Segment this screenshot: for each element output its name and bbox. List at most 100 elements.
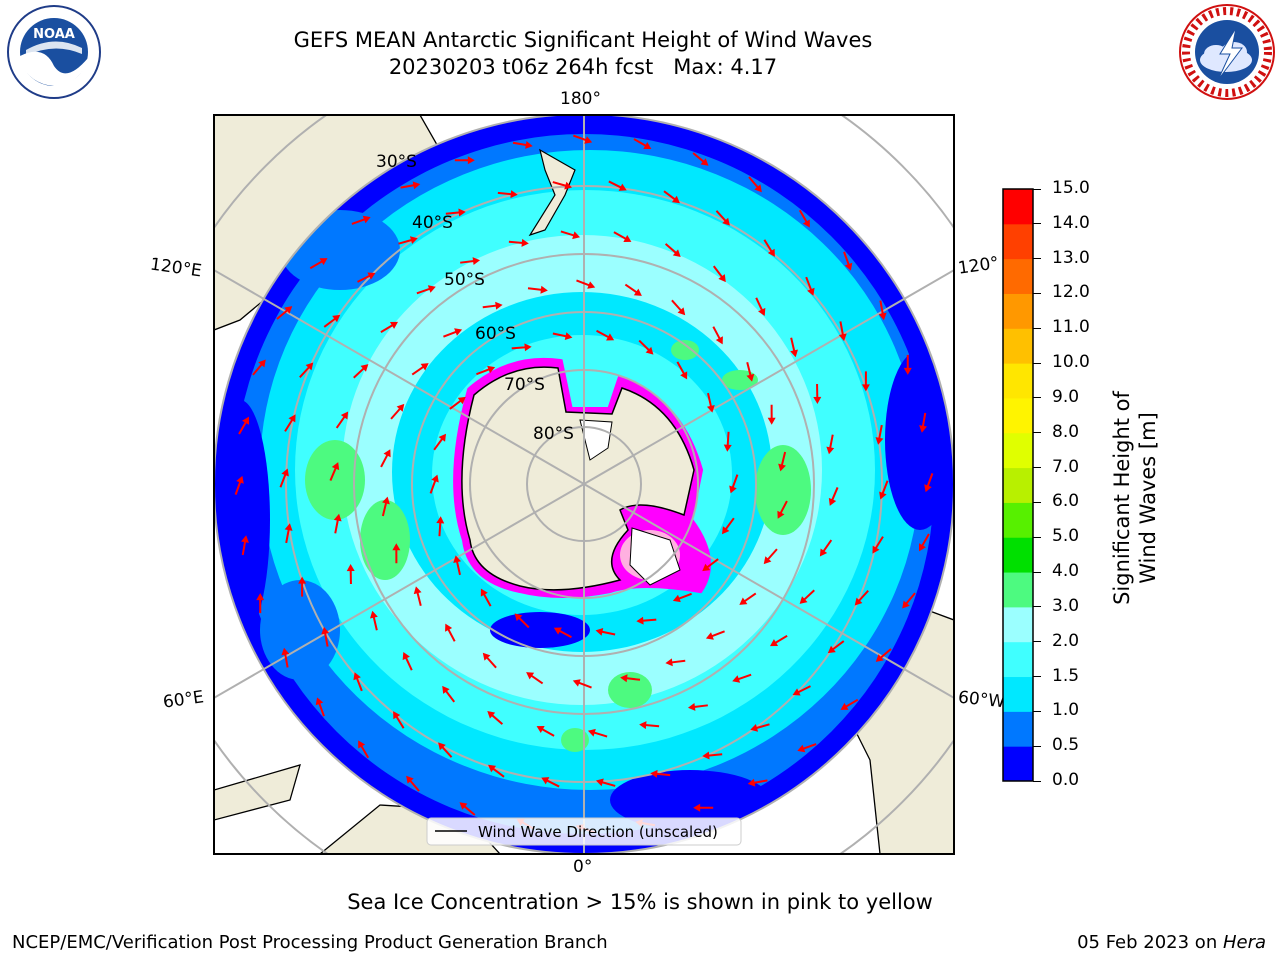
wave-arrow-shaft <box>737 673 752 681</box>
latitude-label-40s: 40°S <box>412 213 453 233</box>
wave-arrow-shaft <box>512 141 527 147</box>
wave-arrow-shaft <box>774 634 788 644</box>
wave-arrow-shaft <box>335 415 346 429</box>
wave-arrow-head <box>828 497 837 506</box>
colorbar-tick-label: 0.5 <box>1052 735 1080 756</box>
wave-arrow-shaft <box>921 412 927 427</box>
wave-arrow-head <box>305 362 314 371</box>
colorbar-swatch <box>1003 397 1033 434</box>
latitude-label-80s: 80°S <box>533 424 574 444</box>
wave-arrow-head <box>879 491 887 500</box>
colorbar-tick-label: 3.0 <box>1052 595 1080 616</box>
wave-arrow-shaft <box>645 724 660 728</box>
wave-arrow-head <box>241 535 249 543</box>
wave-arrow-head <box>256 593 265 601</box>
wave-arrow-shaft <box>404 657 413 671</box>
wave-arrow-head <box>767 417 776 425</box>
wave-arrow-shaft <box>724 517 735 531</box>
noaa-logo-text: NOAA <box>33 27 75 42</box>
wave-arrow-head <box>436 516 445 524</box>
colorbar-swatch <box>1003 537 1033 573</box>
wave-arrow-shaft <box>831 487 839 501</box>
wave-arrow-shaft <box>780 451 787 466</box>
wave-arrow-shaft <box>318 702 325 717</box>
wave-arrow-head <box>521 238 529 247</box>
wave-arrow-head <box>636 616 644 625</box>
wave-arrow-head <box>258 359 266 368</box>
wave-arrow-head <box>693 803 701 812</box>
wave-arrow-head <box>383 449 391 458</box>
legend-label: Wind Wave Direction (unscaled) <box>478 823 718 841</box>
wave-arrow-shaft <box>790 337 796 352</box>
wave-arrow-head <box>807 287 815 296</box>
wave-arrow-head <box>872 545 880 554</box>
wave-arrow-shaft <box>279 473 287 488</box>
colorbar-tick-label: 7.0 <box>1052 456 1080 477</box>
wave-arrow-head <box>844 262 853 271</box>
wave-arrow-shaft <box>712 265 723 278</box>
colorbar-swatch <box>1003 258 1033 294</box>
wave-arrow-head <box>746 373 755 382</box>
wave-arrow-shaft <box>805 276 813 291</box>
wave-arrow-head <box>370 610 378 619</box>
wave-arrow-head <box>645 346 654 355</box>
wave-arrow-shaft <box>541 728 555 737</box>
antarctica-land <box>461 366 695 591</box>
sea-ice-note: Sea Ice Concentration > 15% is shown in … <box>347 890 933 914</box>
wave-arrow-shaft <box>486 656 497 669</box>
wave-arrow-head <box>792 688 801 696</box>
wave-arrow-head <box>718 274 726 283</box>
wave-arrow-shaft <box>708 753 723 757</box>
wave-arrow-head <box>382 496 390 505</box>
wave-arrow-head <box>643 142 652 150</box>
wave-arrow-head <box>281 468 289 477</box>
wave-arrow-head <box>346 564 355 572</box>
wave-arrow-head <box>700 158 709 166</box>
wave-arrow-shaft <box>234 481 242 495</box>
wave-arrow-shaft <box>671 299 682 312</box>
wave-arrow-head <box>525 141 533 149</box>
wave-arrow-shaft <box>624 283 638 294</box>
wave-arrow-head <box>584 136 593 144</box>
wave-arrow-head <box>875 437 884 445</box>
wave-arrow-shaft <box>839 321 844 336</box>
wave-arrow-shaft <box>429 479 437 494</box>
wave-arrow-shaft <box>715 210 727 222</box>
colorbar-tick-mark <box>1033 223 1041 225</box>
wave-arrow-head <box>402 652 410 661</box>
colorbar-tick-label: 12.0 <box>1052 282 1090 303</box>
colorbar-swatch <box>1003 606 1033 643</box>
wave-arrow-shaft <box>593 731 608 738</box>
wave-arrow-head <box>875 654 884 662</box>
colorbar-tick-mark <box>1033 710 1041 712</box>
wave-arrow-head <box>799 596 808 604</box>
wave-arrow-shaft <box>508 240 523 244</box>
wave-arrow-head <box>298 576 307 584</box>
wave-arrow-head <box>777 510 785 519</box>
wave-arrow-shaft <box>755 297 764 311</box>
wave-arrow-shaft <box>633 138 647 147</box>
wave-arrow-shaft <box>798 209 808 223</box>
map-subtitle: 20230203 t06z 264h fcst Max: 4.17 <box>388 55 778 79</box>
colorbar-swatch <box>1003 189 1033 225</box>
wave-arrow-shaft <box>845 698 859 708</box>
wave-arrow-head <box>482 652 491 661</box>
colorbar-tick-mark <box>1033 397 1041 399</box>
wave-arrow-shaft <box>416 287 431 295</box>
wave-arrow-head <box>332 314 341 323</box>
wave-arrow-head <box>319 258 328 266</box>
colorbar-tick-mark <box>1033 745 1041 747</box>
wave-arrow-shaft <box>921 533 930 547</box>
wave-arrow-head <box>838 333 847 342</box>
wave-arrow-head <box>431 474 439 483</box>
wave-arrow-shaft <box>238 421 247 435</box>
wave-arrow-head <box>767 248 775 257</box>
new-zealand-land <box>528 148 576 237</box>
wave-arrow-shaft <box>676 361 686 375</box>
colorbar-tick-label: 6.0 <box>1052 491 1080 512</box>
wave-arrow-head <box>750 724 759 732</box>
wave-arrow-shaft <box>693 704 708 709</box>
wave-arrow-shaft <box>753 779 768 784</box>
wave-arrow-shaft <box>285 528 290 544</box>
